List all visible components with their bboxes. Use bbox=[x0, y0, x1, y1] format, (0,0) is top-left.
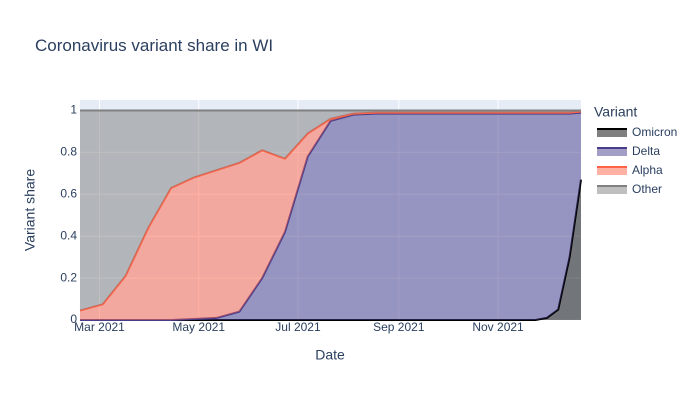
y-tick-label: 0.8 bbox=[60, 145, 77, 159]
x-tick-label: Jul 2021 bbox=[275, 320, 321, 334]
legend-label: Alpha bbox=[632, 163, 663, 177]
area bbox=[80, 111, 581, 321]
legend-swatch bbox=[597, 167, 627, 175]
x-axis-title: Date bbox=[315, 347, 345, 363]
legend-label: Delta bbox=[632, 144, 660, 158]
x-tick-label: Nov 2021 bbox=[472, 320, 524, 334]
x-tick-label: May 2021 bbox=[172, 320, 225, 334]
y-axis-title: Variant share bbox=[22, 169, 38, 251]
x-tick-label: Mar 2021 bbox=[74, 320, 125, 334]
legend-item: Other bbox=[597, 182, 662, 196]
y-tick-label: 0.2 bbox=[60, 270, 77, 284]
y-tick-label: 1 bbox=[70, 103, 77, 117]
area bbox=[80, 112, 581, 320]
legend-swatch bbox=[597, 129, 627, 137]
legend-item: Omicron bbox=[597, 125, 677, 139]
legend-title: Variant bbox=[594, 104, 637, 120]
chart-title: Coronavirus variant share in WI bbox=[35, 36, 273, 55]
legend-swatch bbox=[597, 186, 627, 194]
legend-item: Alpha bbox=[597, 163, 663, 177]
legend-label: Omicron bbox=[632, 125, 677, 139]
legend-item: Delta bbox=[597, 144, 660, 158]
legend-label: Other bbox=[632, 182, 662, 196]
y-tick-label: 0.4 bbox=[60, 228, 77, 242]
area bbox=[80, 110, 581, 311]
y-tick-label: 0.6 bbox=[60, 186, 77, 200]
y-tick-label: 0 bbox=[70, 312, 77, 326]
x-tick-label: Sep 2021 bbox=[373, 320, 425, 334]
legend-swatch bbox=[597, 148, 627, 156]
